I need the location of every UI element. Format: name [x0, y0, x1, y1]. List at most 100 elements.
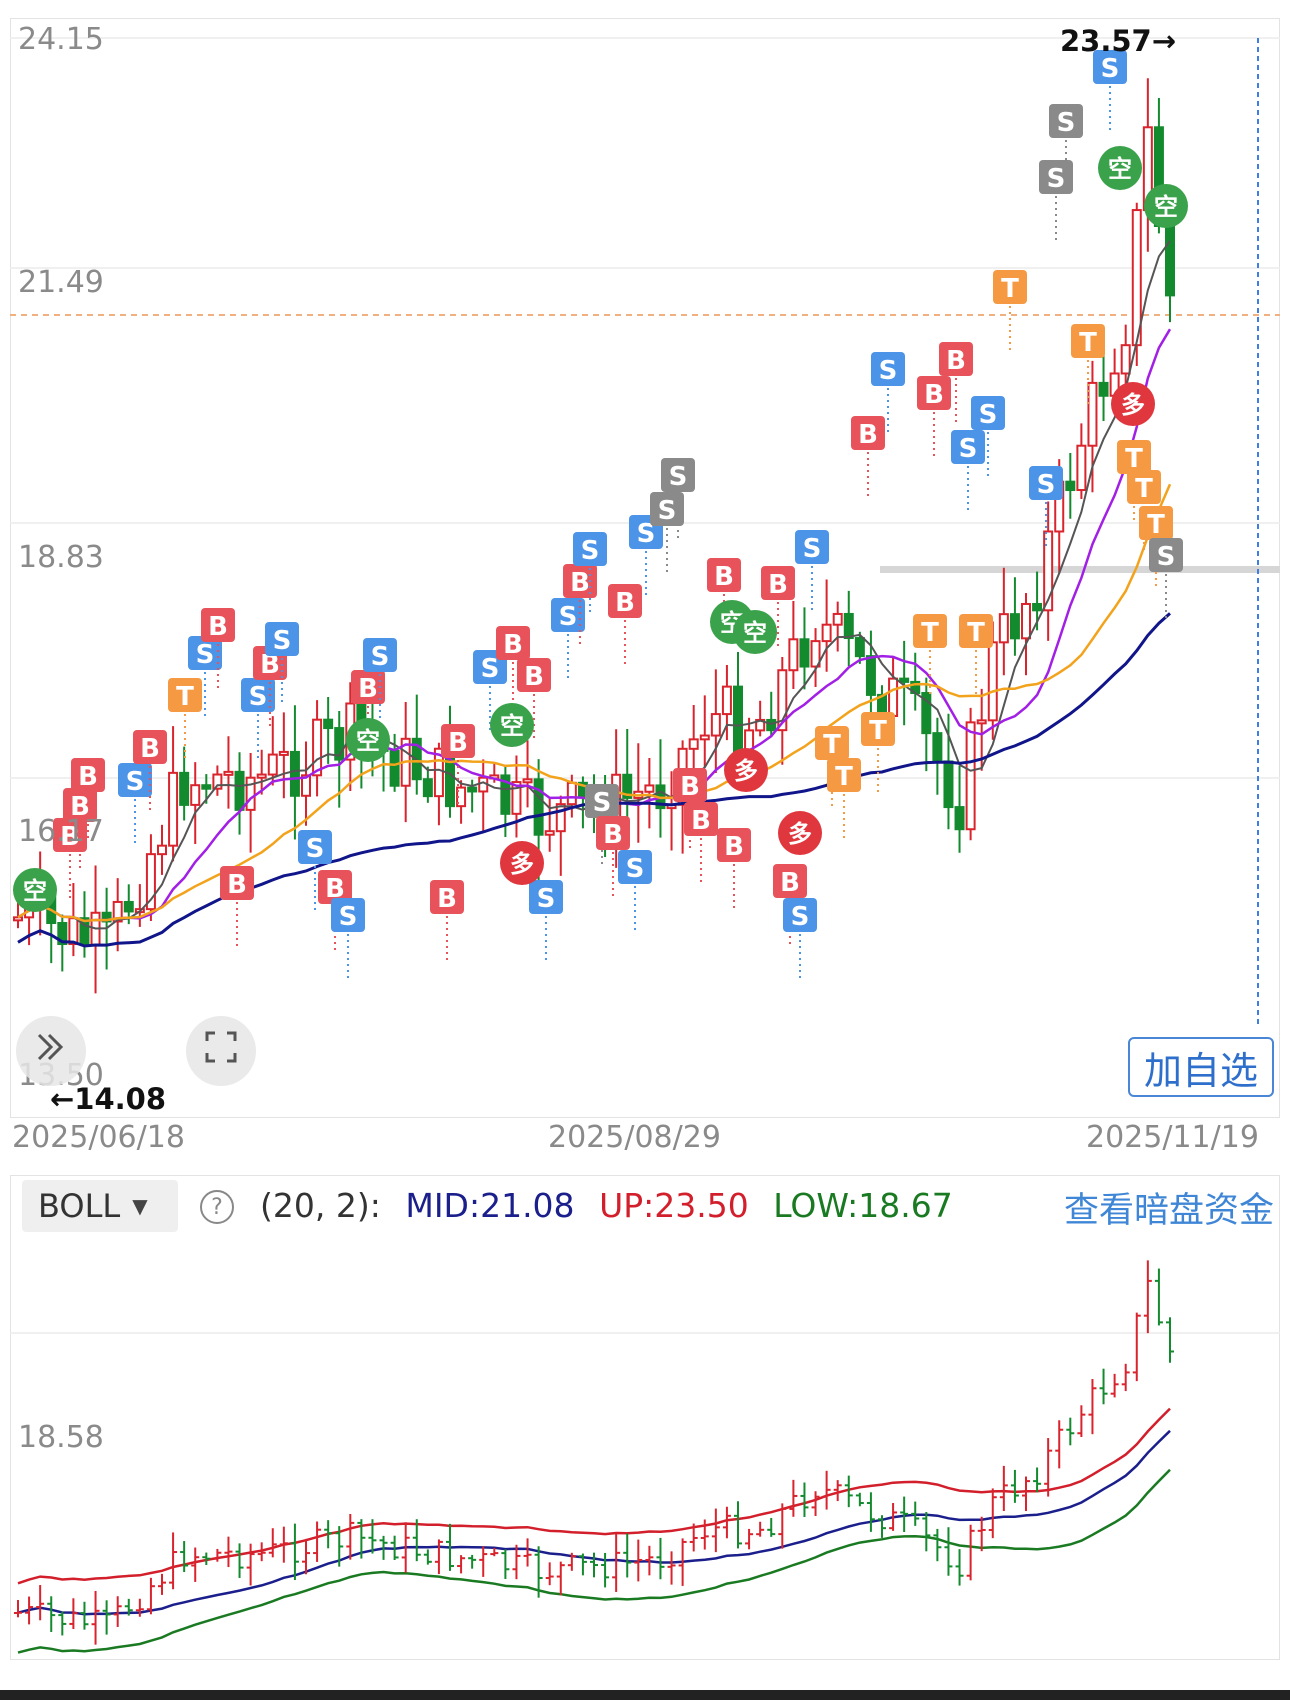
buy-signal-tag	[563, 564, 597, 598]
buy-signal-tag	[63, 788, 97, 822]
buy-signal-tag	[53, 818, 87, 852]
buy-signal-tag-text: B	[524, 662, 544, 692]
buy-signal-tag-text: B	[260, 650, 280, 680]
take-profit-tag	[1117, 440, 1151, 474]
candle-body	[533, 778, 544, 836]
kline-chart[interactable]: BBBSBTSBBSBSSBSBSBBSBBSSBSSBBSSSSBBBBBBS…	[10, 18, 1280, 1118]
caret-down-icon: ▼	[132, 1194, 148, 1218]
candle-body	[389, 749, 400, 787]
buy-signal-tag	[441, 724, 475, 758]
gray-sell-tag-text: S	[1057, 108, 1076, 138]
short-signal-bubble-text: 空	[1108, 155, 1132, 183]
candle-body	[1032, 602, 1043, 612]
buy-signal-tag	[707, 558, 741, 592]
candle-body	[312, 718, 323, 777]
sell-signal-tag	[551, 598, 585, 632]
sell-signal-tag-text: S	[979, 400, 998, 430]
candle-body	[1065, 480, 1076, 492]
buy-signal-tag	[201, 608, 235, 642]
short-signal-bubble	[13, 868, 57, 912]
boll-chart[interactable]	[10, 1175, 1280, 1660]
sell-signal-tag	[618, 850, 652, 884]
dark-pool-funds-link[interactable]: 查看暗盘资金	[1063, 1191, 1274, 1231]
collapse-left-button[interactable]	[16, 1016, 86, 1086]
indicator-select[interactable]: BOLL ▼	[22, 1180, 178, 1232]
buy-signal-tag	[133, 730, 167, 764]
sell-signal-tag-text: S	[339, 902, 358, 932]
sell-signal-tag-text: S	[481, 654, 500, 684]
long-signal-bubble-text: 多	[734, 757, 758, 785]
fullscreen-button[interactable]	[186, 1016, 256, 1086]
sell-signal-tag-text: S	[537, 884, 556, 914]
take-profit-tag	[827, 758, 861, 792]
long-signal-bubble	[778, 811, 822, 855]
candle-body	[245, 776, 256, 811]
candle-body	[467, 786, 478, 793]
candle-body	[201, 784, 212, 790]
short-signal-bubble	[1098, 146, 1142, 190]
candle-body	[921, 692, 932, 735]
candle-body	[112, 900, 123, 923]
short-signal-bubble-text: 空	[23, 877, 47, 905]
candle-body	[267, 753, 278, 776]
help-icon[interactable]: ?	[200, 1190, 234, 1224]
date-axis-label-end: 2025/11/19	[1086, 1120, 1259, 1155]
candle-body	[854, 637, 865, 658]
buy-signal-tag-text: B	[603, 820, 623, 850]
candle-body	[1009, 613, 1020, 640]
sell-signal-tag	[795, 530, 829, 564]
candle-body	[566, 781, 577, 806]
sell-signal-tag-text: S	[791, 902, 810, 932]
candle-body	[433, 747, 444, 798]
sell-signal-tag	[783, 898, 817, 932]
buy-signal-tag-text: B	[858, 420, 878, 450]
short-signal-bubble	[490, 703, 534, 747]
buy-signal-tag	[917, 376, 951, 410]
candle-body	[688, 738, 699, 750]
sell-signal-tag-text: S	[959, 434, 978, 464]
buy-signal-tag	[351, 670, 385, 704]
sell-signal-tag	[1093, 50, 1127, 84]
buy-signal-tag	[673, 768, 707, 802]
candle-body	[1043, 530, 1054, 612]
buy-signal-tag-text: B	[946, 346, 966, 376]
price-axis-label-top: 24.15	[18, 22, 104, 57]
candle-body	[810, 640, 821, 668]
candle-body	[899, 677, 910, 683]
sell-signal-tag-text: S	[126, 767, 145, 797]
gray-sell-tag-text: S	[1047, 164, 1066, 194]
buy-signal-tag	[318, 870, 352, 904]
candle-body	[323, 718, 334, 730]
gray-sell-tag	[650, 492, 684, 526]
buy-signal-tag	[717, 828, 751, 862]
sell-signal-tag	[573, 532, 607, 566]
candle-body	[1021, 602, 1031, 640]
gray-sell-tag	[1039, 160, 1073, 194]
take-profit-tag-text: T	[1147, 510, 1165, 540]
buy-signal-tag-text: B	[768, 570, 788, 600]
take-profit-tag	[1139, 506, 1173, 540]
boll-panel[interactable]	[10, 1175, 1280, 1660]
resistance-band	[880, 566, 1280, 573]
take-profit-tag	[168, 678, 202, 712]
candle-body	[932, 732, 943, 763]
add-to-watchlist-button[interactable]: 加自选	[1128, 1037, 1274, 1097]
sell-signal-tag	[265, 622, 299, 656]
sell-signal-tag-text: S	[581, 536, 600, 566]
candle-body	[832, 612, 843, 626]
sell-signal-tag-text: S	[803, 534, 822, 564]
candle-body	[788, 638, 799, 672]
sell-signal-tag	[298, 830, 332, 864]
buy-signal-tag-text: B	[448, 728, 468, 758]
buy-signal-tag-text: B	[140, 734, 160, 764]
buy-signal-tag-text: B	[570, 568, 590, 598]
sell-signal-tag-text: S	[879, 356, 898, 386]
take-profit-tag-text: T	[921, 618, 939, 648]
candle-body	[965, 721, 976, 831]
buy-signal-tag-text: B	[60, 822, 80, 852]
buy-signal-tag	[517, 658, 551, 692]
expand-icon	[201, 1027, 241, 1076]
candle-body	[422, 778, 433, 798]
date-axis-label-start: 2025/06/18	[12, 1120, 185, 1155]
sell-signal-tag	[871, 352, 905, 386]
